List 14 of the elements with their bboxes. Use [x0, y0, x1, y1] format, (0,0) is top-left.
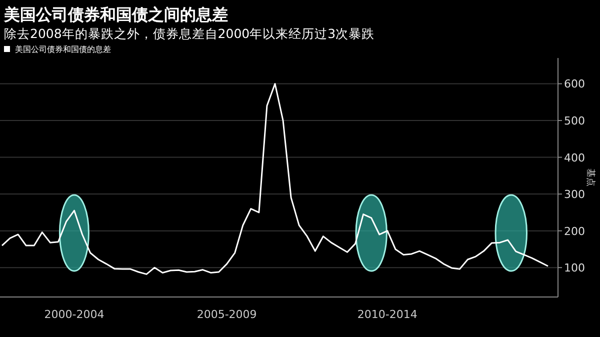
- y-tick-label: 300: [564, 188, 585, 202]
- y-tick-label: 200: [564, 224, 585, 238]
- y-tick-label: 100: [564, 262, 585, 275]
- y-tick-label: 500: [564, 114, 585, 128]
- y-tick-label: 400: [564, 151, 585, 164]
- legend-label: 美国公司债券和国债的息差: [15, 45, 111, 54]
- y-tick-label: 600: [564, 78, 585, 91]
- x-tick-label: 2000-2004: [44, 308, 104, 321]
- y-axis-title: 基点: [585, 168, 596, 186]
- chart-title: 美国公司债券和国债之间的息差: [3, 5, 228, 24]
- chart-subtitle: 除去2008年的暴跌之外，债券息差自2000年以来经历过3次暴跌: [4, 26, 375, 41]
- x-tick-label: 2010-2014: [357, 308, 418, 321]
- x-tick-label: 2005-2009: [196, 308, 257, 321]
- line-series: [1, 82, 549, 275]
